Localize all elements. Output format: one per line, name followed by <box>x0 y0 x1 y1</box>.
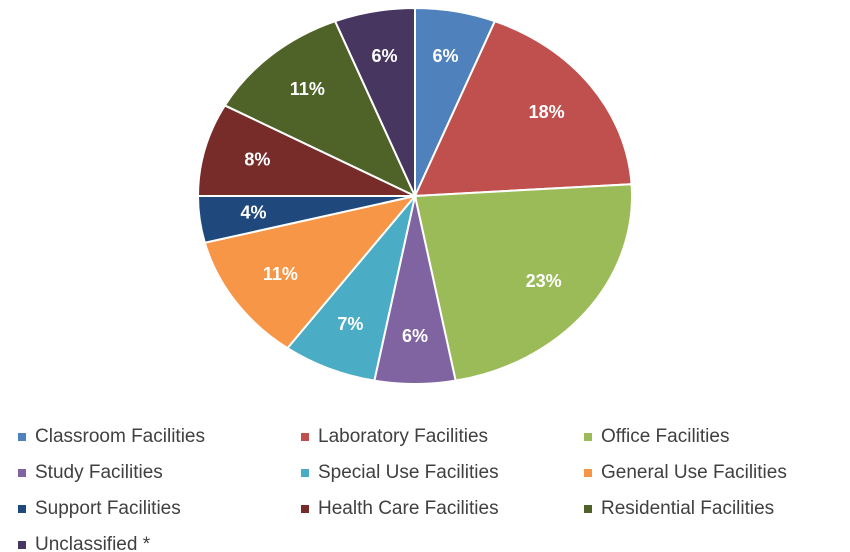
legend-label: General Use Facilities <box>601 462 787 483</box>
legend-swatch <box>18 541 26 549</box>
pie-slice <box>333 6 416 197</box>
legend-label: Residential Facilities <box>601 498 774 519</box>
data-label: 6% <box>402 326 428 346</box>
legend-swatch <box>18 433 26 441</box>
pie-slice <box>223 19 418 199</box>
legend-swatch <box>584 505 592 513</box>
legend-label: Health Care Facilities <box>318 498 499 519</box>
legend-label: Laboratory Facilities <box>318 426 488 447</box>
legend-swatch <box>18 505 26 513</box>
legend-swatch <box>584 433 592 441</box>
data-label: 6% <box>432 46 458 66</box>
data-label: 11% <box>263 264 298 284</box>
legend-label: Study Facilities <box>35 462 163 483</box>
legend-swatch <box>18 469 26 477</box>
data-label: 6% <box>371 46 397 66</box>
legend-label: Unclassified * <box>35 534 151 552</box>
data-label: 11% <box>290 79 325 99</box>
legend-swatch <box>301 433 309 441</box>
legend-swatch <box>584 469 592 477</box>
data-label: 8% <box>244 150 270 170</box>
legend-swatch <box>301 469 309 477</box>
pie-slice <box>413 183 633 382</box>
data-label: 23% <box>526 271 562 291</box>
legend-label: Office Facilities <box>601 426 729 447</box>
legend-label: Special Use Facilities <box>318 462 499 483</box>
data-label: 7% <box>337 314 363 334</box>
pie-slice <box>413 19 633 198</box>
pie-slice <box>203 194 418 350</box>
data-label: 4% <box>241 202 267 222</box>
legend-swatch <box>301 505 309 513</box>
legend-label: Classroom Facilities <box>35 426 205 447</box>
legend-label: Support Facilities <box>35 498 181 519</box>
pie-slice <box>196 104 416 197</box>
data-label: 18% <box>529 102 565 122</box>
